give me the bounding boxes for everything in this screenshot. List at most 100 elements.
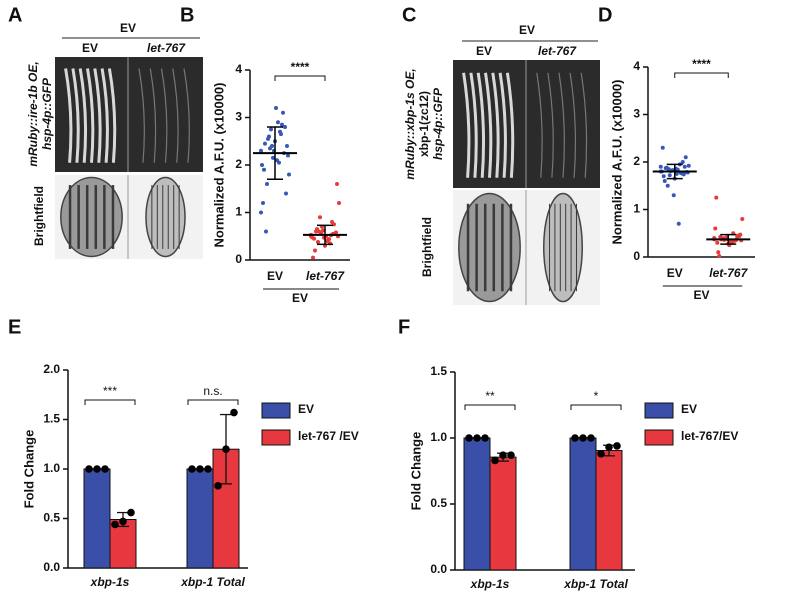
data-point xyxy=(465,434,473,442)
legend-label: EV xyxy=(681,402,697,416)
data-point xyxy=(260,163,264,167)
significance-bracket xyxy=(84,399,136,405)
worm xyxy=(149,68,157,163)
data-point xyxy=(686,163,691,168)
worm xyxy=(160,68,168,163)
data-point xyxy=(667,173,672,178)
data-point xyxy=(259,148,263,153)
data-point xyxy=(271,155,275,160)
bar xyxy=(569,437,597,571)
data-point xyxy=(268,146,272,151)
data-point xyxy=(111,520,119,529)
data-point xyxy=(682,164,687,169)
significance-label: **** xyxy=(692,57,711,71)
x-tick-label: EV xyxy=(267,269,283,283)
y-tick-label: 3 xyxy=(633,107,640,121)
bar xyxy=(463,437,491,571)
x-tick-label: xbp-1s xyxy=(90,575,130,589)
y-tick-label: 0.0 xyxy=(430,562,447,576)
data-point xyxy=(613,442,621,450)
worm xyxy=(64,68,73,163)
legend-label: let-767/EV xyxy=(681,429,738,443)
worm xyxy=(107,68,117,163)
data-point xyxy=(321,228,325,233)
data-point xyxy=(674,171,679,176)
data-point xyxy=(716,250,721,255)
data-point xyxy=(259,210,263,215)
data-point xyxy=(188,465,196,473)
data-point xyxy=(119,517,127,526)
data-point xyxy=(230,408,238,417)
row-label: hsp-4p::GFP xyxy=(40,77,54,150)
panel-letter: B xyxy=(180,4,194,26)
data-point xyxy=(261,201,265,205)
data-point xyxy=(587,434,595,442)
row-label: mRuby::xbp-1s OE, xyxy=(403,68,417,179)
y-axis-label: Fold Change xyxy=(408,432,423,511)
data-point xyxy=(276,120,280,125)
worm xyxy=(484,72,493,178)
data-point xyxy=(277,160,281,165)
column-label: EV xyxy=(82,41,98,55)
significance-label: **** xyxy=(291,60,310,74)
y-tick-label: 0 xyxy=(235,252,242,266)
data-point xyxy=(663,166,668,171)
y-tick-label: 4 xyxy=(633,59,640,73)
data-point xyxy=(101,465,109,473)
column-label: let-767 xyxy=(538,44,577,58)
data-point xyxy=(605,443,613,452)
data-point xyxy=(714,195,719,200)
y-tick-label: 1.5 xyxy=(43,412,60,426)
bracket-label: EV xyxy=(693,288,709,302)
worm xyxy=(536,72,543,178)
panel-letter: E xyxy=(8,316,21,338)
data-point xyxy=(196,465,204,473)
data-point xyxy=(713,226,718,231)
data-point xyxy=(281,110,285,115)
data-point xyxy=(658,164,663,169)
significance-bracket xyxy=(464,404,516,410)
significance-bracket xyxy=(674,72,729,78)
data-point xyxy=(662,179,667,183)
worm xyxy=(71,68,80,163)
legend-label: let-767 /EV xyxy=(298,429,359,443)
data-point xyxy=(507,451,515,459)
row-label: mRuby::ire-1b OE, xyxy=(26,61,40,166)
legend-swatch xyxy=(644,429,674,446)
data-point xyxy=(473,434,481,442)
y-tick-label: 2.0 xyxy=(43,362,60,376)
data-point xyxy=(222,445,230,454)
bar xyxy=(83,468,111,569)
worm xyxy=(462,72,471,178)
worm xyxy=(491,72,500,178)
data-point xyxy=(738,232,743,237)
data-point xyxy=(280,122,284,127)
worm-plate xyxy=(60,176,123,258)
worm xyxy=(93,68,102,163)
data-point xyxy=(93,465,101,473)
data-point xyxy=(730,240,735,245)
data-point xyxy=(274,106,278,110)
y-tick-label: 2 xyxy=(633,154,640,168)
data-point xyxy=(266,136,270,141)
legend-label: EV xyxy=(298,402,314,416)
y-tick-label: 0.5 xyxy=(43,511,60,525)
column-label: EV xyxy=(476,44,492,58)
fluorescence-image xyxy=(55,57,203,172)
data-point xyxy=(318,215,322,220)
data-point xyxy=(676,221,681,226)
data-point xyxy=(313,248,317,253)
y-tick-label: 1.0 xyxy=(43,461,60,475)
bar xyxy=(489,456,517,571)
panel-letter: D xyxy=(598,4,612,26)
worm xyxy=(469,72,478,178)
y-tick-label: 2 xyxy=(235,157,242,171)
row-label: hsp-4p::GFP xyxy=(431,87,445,160)
y-tick-label: 0 xyxy=(633,249,640,263)
data-point xyxy=(671,193,676,198)
column-label: let-767 xyxy=(147,41,186,55)
y-tick-label: 4 xyxy=(235,62,242,76)
bracket-label: EV xyxy=(292,291,308,305)
data-point xyxy=(661,174,666,179)
data-point xyxy=(597,450,605,458)
